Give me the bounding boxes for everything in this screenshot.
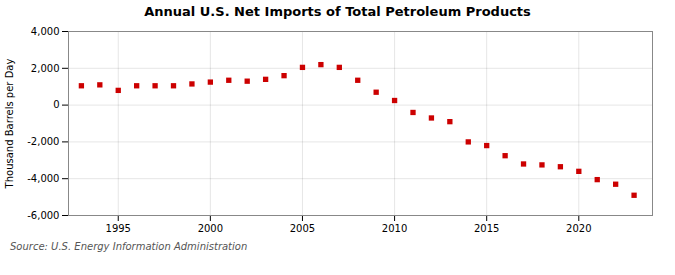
svg-text:2000: 2000 [198, 223, 223, 234]
svg-text:-4,000: -4,000 [27, 173, 59, 184]
svg-text:1995: 1995 [106, 223, 131, 234]
svg-text:2020: 2020 [566, 223, 591, 234]
svg-text:2005: 2005 [290, 223, 315, 234]
svg-text:-2,000: -2,000 [27, 136, 59, 147]
svg-text:2,000: 2,000 [31, 63, 60, 74]
svg-text:Thousand Barrels per Day: Thousand Barrels per Day [4, 59, 15, 190]
svg-text:2015: 2015 [474, 223, 499, 234]
html-text:Source: U.S. Energy Informatio: Source: U.S. Energy Information Administ… [10, 241, 248, 252]
svg-text:4,000: 4,000 [31, 26, 60, 37]
svg-text:0: 0 [53, 99, 59, 110]
svg-text:-6,000: -6,000 [27, 210, 59, 221]
html-text:Annual U.S. Net Imports of Tot: Annual U.S. Net Imports of Total Petrole… [144, 4, 531, 19]
svg-text:2010: 2010 [382, 223, 407, 234]
